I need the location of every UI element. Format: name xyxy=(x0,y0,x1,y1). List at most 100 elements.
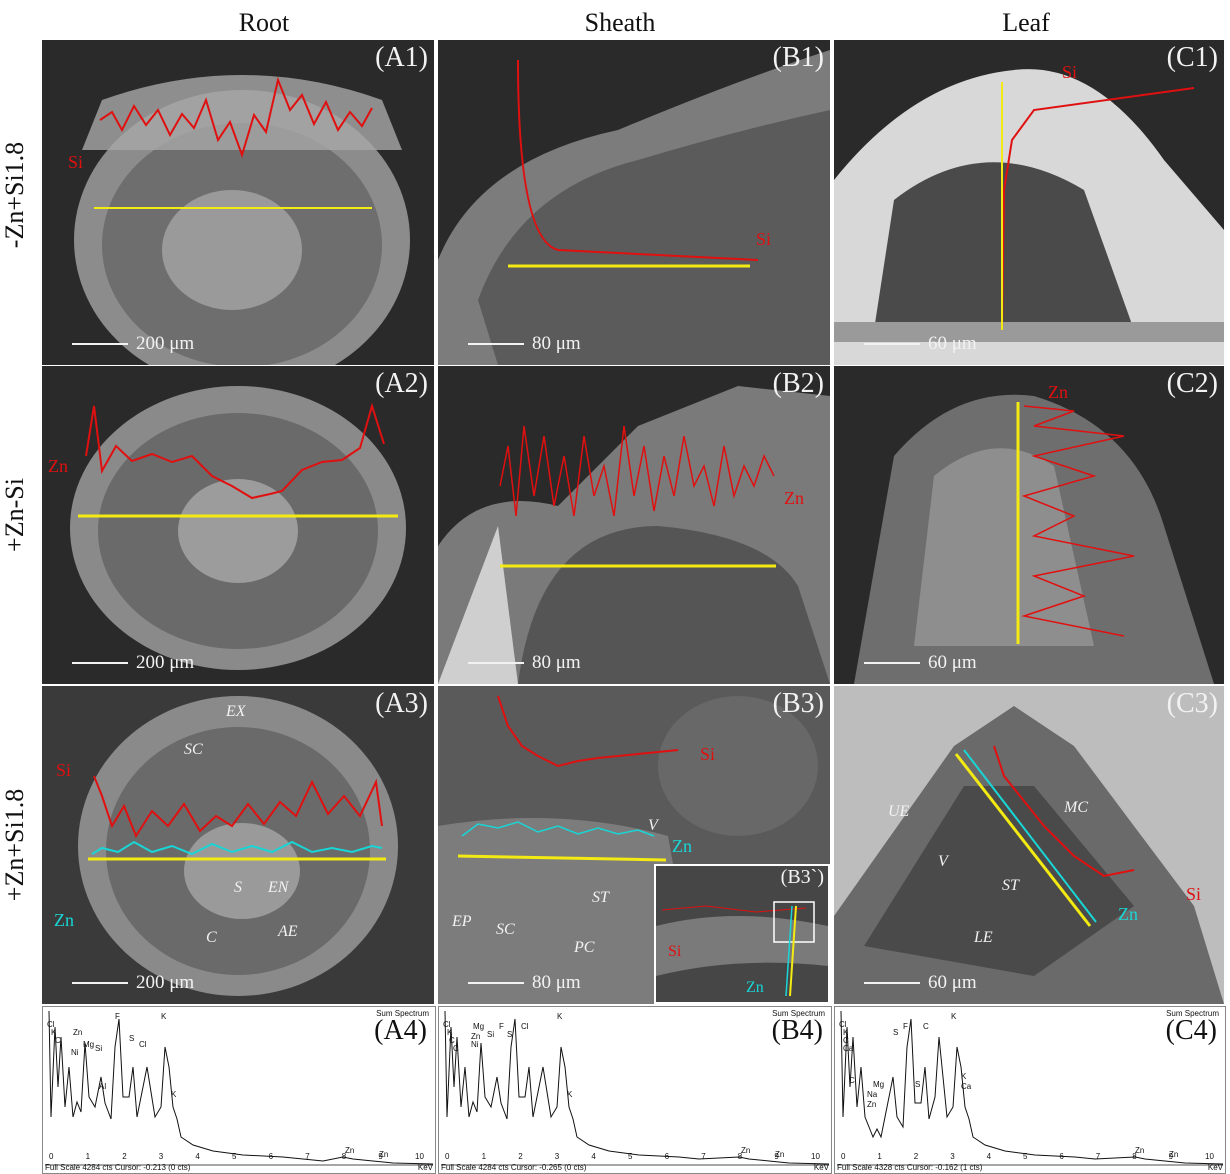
si-line-label: Si xyxy=(1186,884,1201,904)
axis-tick-label: 10 xyxy=(1205,1152,1214,1161)
annotation-c: C xyxy=(206,929,217,946)
svg-text:Si: Si xyxy=(95,1044,102,1053)
panel-tag-a4: (A4) xyxy=(374,1015,427,1046)
si-line-label: Si xyxy=(700,744,715,764)
panel-tag-a2: (A2) xyxy=(375,368,428,399)
annotation-ex: EX xyxy=(225,703,247,720)
axis-tick-label: 3 xyxy=(950,1152,955,1161)
scale-bar-c2: 60 μm xyxy=(864,652,977,674)
zn-line-label: Zn xyxy=(672,836,692,856)
annotation-en: EN xyxy=(267,879,290,896)
svg-text:Zn: Zn xyxy=(1169,1150,1178,1159)
annotation-s: S xyxy=(234,879,242,896)
axis-tick-label: 4 xyxy=(987,1152,992,1161)
sem-panel-b3: Si Zn V ST EP SC PC Si Zn (B3`) (B3) 80 … xyxy=(438,686,830,1004)
column-header-leaf: Leaf xyxy=(1002,8,1050,37)
sem-panel-c2: Zn (C2) 60 μm xyxy=(834,366,1224,684)
column-header-root: Root xyxy=(238,8,290,37)
svg-text:K: K xyxy=(567,1090,573,1099)
annotation-ue: UE xyxy=(888,803,910,820)
sem-image-leaf-1: Si xyxy=(834,62,1224,365)
si-line-label: Si xyxy=(68,152,83,172)
spectrum-panel-c4: Cl K C Ca C Mg Na Zn S F C K S K Ca Zn Z… xyxy=(834,1006,1226,1174)
panel-tag-c1: (C1) xyxy=(1166,42,1218,73)
axis-tick-label: 7 xyxy=(1096,1152,1101,1161)
svg-text:Cl: Cl xyxy=(139,1040,147,1049)
axis-tick-label: 4 xyxy=(195,1152,200,1161)
svg-text:S: S xyxy=(507,1030,512,1039)
axis-tick-label: 0 xyxy=(445,1152,450,1161)
svg-text:Zn: Zn xyxy=(775,1150,784,1159)
sem-panel-c1: Si (C1) 60 μm xyxy=(834,40,1224,365)
scale-bar-b3: 80 μm xyxy=(468,972,581,994)
axis-tick-label: 5 xyxy=(628,1152,633,1161)
panel-tag-c3: (C3) xyxy=(1166,688,1218,719)
axis-unit: KeV xyxy=(1207,1163,1223,1172)
sem-image-root-2: Zn xyxy=(48,386,406,670)
axis-tick-label: 6 xyxy=(665,1152,670,1161)
sem-panel-a1: Si (A1) 200 μm xyxy=(42,40,434,365)
svg-text:Cl: Cl xyxy=(47,1020,55,1029)
svg-text:S: S xyxy=(129,1034,134,1043)
scale-bar-c1: 60 μm xyxy=(864,333,977,355)
zn-line-label: Zn xyxy=(784,488,804,508)
scale-bar-a2: 200 μm xyxy=(72,652,194,674)
si-line-label: Si xyxy=(668,943,682,960)
axis-tick-label: 5 xyxy=(232,1152,237,1161)
svg-text:K: K xyxy=(161,1012,167,1021)
spectrum-title: Sum Spectrum xyxy=(1166,1009,1219,1018)
panel-tag-b3: (B3) xyxy=(772,688,824,719)
axis-tick-label: 9 xyxy=(774,1152,779,1161)
svg-text:Zn: Zn xyxy=(741,1146,750,1155)
svg-text:Ca: Ca xyxy=(961,1082,972,1091)
annotation-sc: SC xyxy=(496,921,515,938)
sem-image-root-1: Si xyxy=(68,75,410,365)
annotation-pc: PC xyxy=(573,939,595,956)
panel-tag-c4: (C4) xyxy=(1165,1015,1217,1046)
edx-spectrum-root: Cl K C Zn Ni Mg Si Al F S Cl K K Zn Zn 0… xyxy=(45,1010,434,1166)
svg-text:Mg: Mg xyxy=(473,1022,484,1031)
svg-text:Zn: Zn xyxy=(471,1032,480,1041)
svg-text:K: K xyxy=(51,1028,57,1037)
axis-tick-label: 2 xyxy=(914,1152,919,1161)
svg-text:Al: Al xyxy=(99,1082,106,1091)
axis-tick-label: 2 xyxy=(122,1152,127,1161)
svg-text:C: C xyxy=(923,1022,929,1031)
axis-tick-label: 7 xyxy=(305,1152,310,1161)
svg-text:Zn: Zn xyxy=(1135,1146,1144,1155)
axis-tick-label: 9 xyxy=(1169,1152,1174,1161)
zn-line-label: Zn xyxy=(1048,382,1068,402)
axis-tick-label: 3 xyxy=(159,1152,164,1161)
svg-text:Zn: Zn xyxy=(73,1028,82,1037)
svg-text:C: C xyxy=(449,1036,455,1045)
sem-panel-c3: Si Zn UE MC V ST LE (C3) 60 μm xyxy=(834,686,1224,1004)
axis-tick-label: 8 xyxy=(1132,1152,1137,1161)
sem-image-leaf-2: Zn xyxy=(854,382,1214,684)
svg-text:C: C xyxy=(55,1036,61,1045)
axis-tick-label: 0 xyxy=(841,1152,846,1161)
svg-text:Na: Na xyxy=(867,1090,878,1099)
zn-line-label: Zn xyxy=(746,979,764,996)
svg-text:Mg: Mg xyxy=(83,1040,94,1049)
axis-tick-label: 7 xyxy=(701,1152,706,1161)
svg-text:K: K xyxy=(951,1012,957,1021)
svg-text:F: F xyxy=(903,1022,908,1031)
svg-text:K: K xyxy=(171,1090,177,1099)
svg-text:F: F xyxy=(115,1012,120,1021)
svg-text:K: K xyxy=(843,1028,849,1037)
sem-panel-a2: Zn (A2) 200 μm xyxy=(42,366,434,684)
annotation-v: V xyxy=(938,853,950,870)
sem-panel-b2: Zn (B2) 80 μm xyxy=(438,366,830,684)
si-line-label: Si xyxy=(1062,62,1077,82)
scale-bar-a3: 200 μm xyxy=(72,972,194,994)
axis-tick-label: 3 xyxy=(555,1152,560,1161)
annotation-sc: SC xyxy=(184,741,203,758)
axis-tick-label: 6 xyxy=(269,1152,274,1161)
svg-text:K: K xyxy=(447,1028,453,1037)
panel-tag-b4: (B4) xyxy=(771,1015,823,1046)
axis-tick-label: 10 xyxy=(415,1152,424,1161)
annotation-ep: EP xyxy=(451,913,472,930)
scale-bar-b1: 80 μm xyxy=(468,333,581,355)
axis-tick-label: 4 xyxy=(591,1152,596,1161)
sem-panel-a3: Si Zn EX SC S EN C AE (A3) 200 μm xyxy=(42,686,434,1004)
